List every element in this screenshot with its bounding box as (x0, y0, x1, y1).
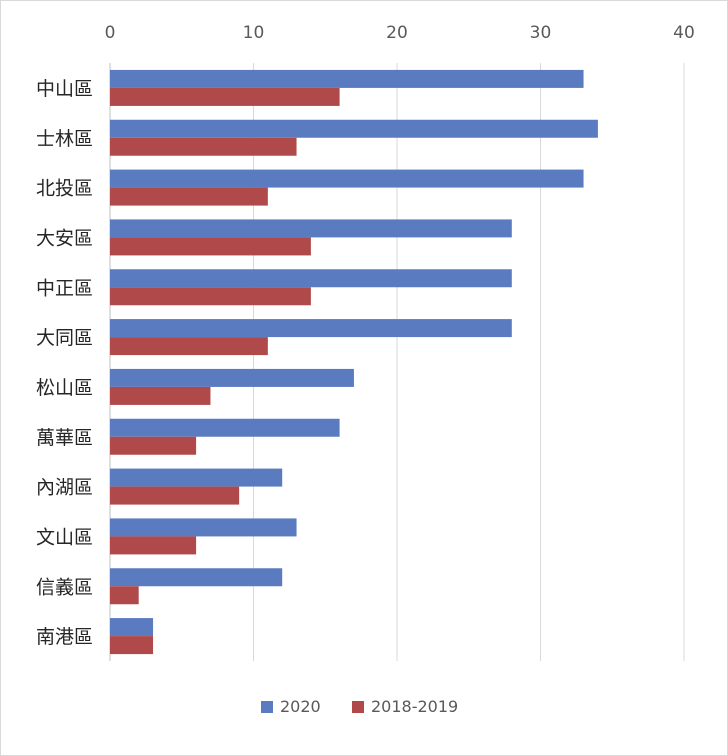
bar-2020-4 (110, 269, 512, 288)
category-label-4: 中正區 (36, 277, 93, 299)
bar-2018-2019-0 (110, 87, 340, 106)
category-label-10: 信義區 (36, 576, 93, 598)
gridlines (109, 63, 685, 661)
category-label-7: 萬華區 (36, 427, 93, 449)
legend-label-2018-2019: 2018-2019 (371, 697, 458, 716)
bar-2020-1 (110, 119, 598, 138)
bar-2018-2019-2 (110, 187, 268, 206)
bar-2020-10 (110, 568, 283, 587)
bar-2020-2 (110, 169, 584, 188)
category-label-11: 南港區 (36, 626, 93, 648)
bar-2018-2019-8 (110, 486, 240, 505)
bar-2020-6 (110, 368, 354, 387)
bar-2018-2019-7 (110, 436, 197, 455)
bar-2020-7 (110, 418, 340, 437)
bar-2018-2019-10 (110, 586, 139, 605)
category-label-3: 大安區 (36, 227, 93, 249)
legend-swatch-2018-2019 (352, 701, 364, 713)
category-label-8: 內湖區 (36, 477, 93, 499)
legend-label-2020: 2020 (280, 697, 321, 716)
bar-2018-2019-1 (110, 137, 297, 156)
category-label-5: 大同區 (36, 327, 93, 349)
bar-2020-0 (110, 69, 584, 88)
x-tick-label-0: 0 (105, 23, 116, 43)
bar-2020-8 (110, 468, 283, 487)
legend-swatch-2020 (261, 701, 273, 713)
category-label-2: 北投區 (36, 178, 93, 200)
bar-2018-2019-6 (110, 386, 211, 405)
legend: 2020 2018-2019 (261, 697, 458, 716)
category-label-6: 松山區 (36, 377, 93, 399)
x-axis-ticks: 0 10 20 30 40 (105, 23, 695, 43)
bar-2020-5 (110, 319, 512, 338)
x-tick-label-20: 20 (386, 23, 408, 43)
bars (110, 69, 598, 655)
x-tick-label-30: 30 (530, 23, 552, 43)
category-label-1: 士林區 (36, 128, 93, 150)
bar-2020-11 (110, 618, 154, 637)
bar-2018-2019-11 (110, 636, 154, 655)
category-label-9: 文山區 (36, 526, 93, 548)
category-label-0: 中山區 (36, 78, 93, 100)
x-tick-label-10: 10 (243, 23, 265, 43)
bar-2020-3 (110, 219, 512, 238)
x-tick-label-40: 40 (673, 23, 695, 43)
bar-2018-2019-9 (110, 536, 197, 555)
bar-2018-2019-3 (110, 237, 311, 256)
bar-2018-2019-4 (110, 287, 311, 306)
bar-2018-2019-5 (110, 337, 268, 356)
bar-2020-9 (110, 518, 297, 537)
